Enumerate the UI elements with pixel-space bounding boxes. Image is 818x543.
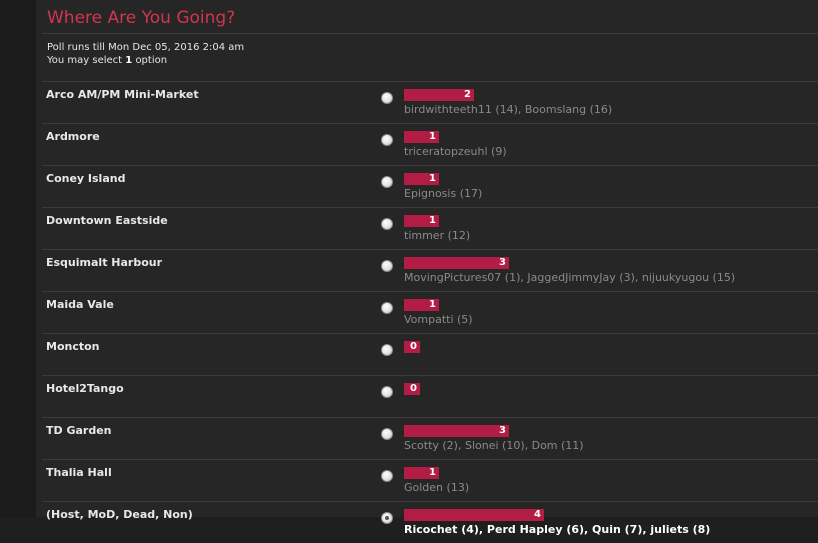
poll-option-radio[interactable]	[381, 344, 393, 356]
vote-bar: 2	[404, 89, 474, 101]
poll-option-row: Moncton 0	[42, 333, 818, 375]
poll-option-row: Coney Island 1 Epignosis (17)	[42, 165, 818, 207]
vote-bar: 1	[404, 131, 439, 143]
voter-list: triceratopzeuhl (9)	[404, 145, 507, 158]
vote-count: 3	[499, 257, 506, 268]
vote-count: 2	[464, 89, 471, 100]
vote-bar: 1	[404, 215, 439, 227]
poll-option-radio[interactable]	[381, 134, 393, 146]
select-suffix: option	[135, 55, 168, 66]
poll-runs-till: Poll runs till Mon Dec 05, 2016 2:04 am	[47, 42, 245, 53]
poll-option-radio[interactable]	[381, 176, 393, 188]
vote-bar: 4	[404, 509, 544, 521]
vote-count: 0	[410, 341, 417, 352]
poll-option-label: Moncton	[46, 340, 100, 353]
poll-option-row: Thalia Hall 1 Golden (13)	[42, 459, 818, 501]
poll-option-radio[interactable]	[381, 470, 393, 482]
title-divider	[42, 33, 818, 34]
vote-count: 0	[410, 383, 417, 394]
vote-count: 1	[429, 467, 436, 478]
voter-list: Epignosis (17)	[404, 187, 483, 200]
vote-bar: 1	[404, 299, 439, 311]
vote-count: 1	[429, 131, 436, 142]
vote-bar: 3	[404, 257, 509, 269]
poll-option-radio[interactable]	[381, 218, 393, 230]
poll-option-radio[interactable]	[381, 428, 393, 440]
vote-bar: 1	[404, 173, 439, 185]
vote-bar: 0	[404, 341, 420, 353]
voter-list: Vompatti (5)	[404, 313, 473, 326]
poll-option-radio[interactable]	[381, 386, 393, 398]
poll-option-radio[interactable]	[381, 92, 393, 104]
poll-option-radio[interactable]	[381, 512, 393, 524]
poll-options-list: Arco AM/PM Mini-Market 2 birdwithteeth11 (…	[42, 81, 818, 543]
voter-list: MovingPictures07 (1), JaggedJimmyJay (3)…	[404, 271, 736, 284]
poll-option-row: Downtown Eastside 1 timmer (12)	[42, 207, 818, 249]
vote-count: 1	[429, 173, 436, 184]
poll-option-row: Hotel2Tango 0	[42, 375, 818, 417]
select-prefix: You may select	[47, 55, 123, 66]
poll-option-label: Hotel2Tango	[46, 382, 124, 395]
vote-bar: 0	[404, 383, 420, 395]
poll-select-info: You may select 1 option	[47, 54, 244, 67]
poll-option-radio[interactable]	[381, 302, 393, 314]
voter-list: timmer (12)	[404, 229, 471, 242]
poll-option-label: Arco AM/PM Mini-Market	[46, 88, 199, 101]
poll-option-label: Thalia Hall	[46, 466, 112, 479]
poll-option-label: Ardmore	[46, 130, 100, 143]
poll-option-label: Maida Vale	[46, 298, 114, 311]
poll-option-radio[interactable]	[381, 260, 393, 272]
poll-option-label: (Host, MoD, Dead, Non)	[46, 508, 193, 521]
vote-count: 1	[429, 299, 436, 310]
select-count: 1	[125, 55, 133, 66]
poll-title: Where Are You Going?	[47, 8, 236, 28]
poll-option-row: TD Garden 3 Scotty (2), Slonei (10), Dom (…	[42, 417, 818, 459]
voter-list: Golden (13)	[404, 481, 470, 494]
vote-bar: 3	[404, 425, 509, 437]
vote-count: 4	[534, 509, 541, 520]
poll-option-row: Esquimalt Harbour 3 MovingPictures07 (1), …	[42, 249, 818, 291]
vote-bar: 1	[404, 467, 439, 479]
poll-option-label: Downtown Eastside	[46, 214, 168, 227]
poll-option-row: Ardmore 1 triceratopzeuhl (9)	[42, 123, 818, 165]
poll-option-row: (Host, MoD, Dead, Non) 4 Ricochet (4), Per…	[42, 501, 818, 543]
vote-count: 3	[499, 425, 506, 436]
voter-list: Ricochet (4), Perd Hapley (6), Quin (7),…	[404, 523, 711, 536]
poll-option-label: Coney Island	[46, 172, 126, 185]
vote-count: 1	[429, 215, 436, 226]
voter-list: Scotty (2), Slonei (10), Dom (11)	[404, 439, 584, 452]
poll-option-label: TD Garden	[46, 424, 112, 437]
poll-option-row: Arco AM/PM Mini-Market 2 birdwithteeth11 (…	[42, 81, 818, 123]
voter-list: birdwithteeth11 (14), Boomslang (16)	[404, 103, 613, 116]
poll-option-label: Esquimalt Harbour	[46, 256, 163, 269]
poll-meta: Poll runs till Mon Dec 05, 2016 2:04 am …	[47, 41, 244, 67]
left-gutter	[0, 0, 36, 517]
poll-option-row: Maida Vale 1 Vompatti (5)	[42, 291, 818, 333]
